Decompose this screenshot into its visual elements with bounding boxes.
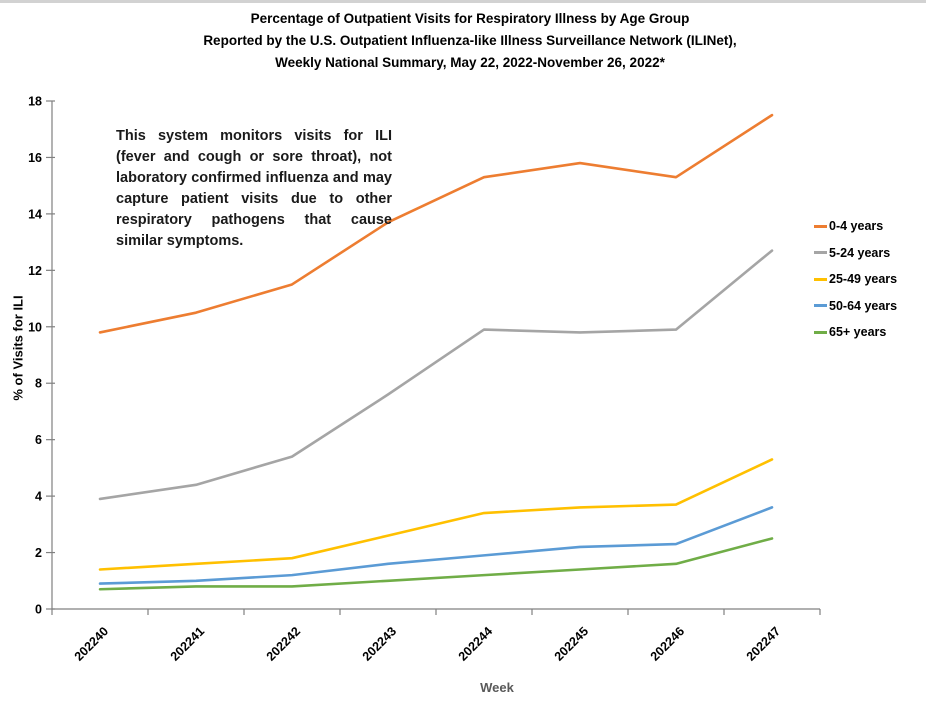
y-tick-label: 14 <box>28 207 42 221</box>
x-tick-label: 202242 <box>264 624 303 663</box>
legend-label: 50-64 years <box>829 298 898 313</box>
y-tick-label: 4 <box>35 490 42 504</box>
legend-line-swatch <box>814 251 827 255</box>
y-tick-label: 18 <box>28 95 42 109</box>
x-tick-label: 202245 <box>552 624 591 663</box>
window-top-edge <box>0 0 926 3</box>
y-tick-label: 0 <box>35 603 42 617</box>
legend-label: 5-24 years <box>829 245 891 260</box>
x-tick-label: 202240 <box>72 624 111 663</box>
chart-title: Percentage of Outpatient Visits for Resp… <box>14 8 926 74</box>
chart-title-line-2: Reported by the U.S. Outpatient Influenz… <box>203 33 737 48</box>
legend-label: 65+ years <box>829 325 887 340</box>
legend-item-50-64-years: 50-64 years <box>814 293 897 320</box>
y-axis-title: % of Visits for ILI <box>10 295 26 401</box>
chart-title-line-3: Weekly National Summary, May 22, 2022-No… <box>275 55 665 70</box>
legend: 0-4 years 5-24 years 25-49 years 50-64 year… <box>814 213 897 346</box>
x-tick-label: 202244 <box>456 624 495 663</box>
series-line-50-64-years <box>98 506 774 585</box>
annotation-note: This system monitors visits for ILI (fev… <box>116 128 392 249</box>
legend-line-swatch <box>814 330 827 334</box>
y-tick-label: 6 <box>35 433 42 447</box>
y-tick-label: 8 <box>35 377 42 391</box>
x-tick-label: 202241 <box>168 624 207 663</box>
x-axis-title: Week <box>480 680 514 695</box>
legend-label: 0-4 years <box>829 219 884 234</box>
x-tick-label: 202246 <box>648 624 687 663</box>
y-tick-label: 16 <box>28 151 42 165</box>
legend-item-25-49-years: 25-49 years <box>814 266 897 293</box>
legend-line-swatch <box>814 224 827 228</box>
legend-item-0-4-years: 0-4 years <box>814 213 897 240</box>
y-tick-label: 10 <box>28 320 42 334</box>
series-line-65plus-years <box>98 537 774 591</box>
series-line-0-4-years <box>98 113 774 334</box>
legend-item-65plus-years: 65+ years <box>814 319 897 346</box>
series-line-25-49-years <box>98 458 774 571</box>
y-tick-label: 2 <box>35 546 42 560</box>
x-tick-label: 202247 <box>744 624 783 663</box>
series-line-5-24-years <box>98 249 774 501</box>
y-tick-label: 12 <box>28 264 42 278</box>
legend-line-swatch <box>814 304 827 308</box>
chart-title-line-1: Percentage of Outpatient Visits for Resp… <box>250 11 690 26</box>
legend-line-swatch <box>814 277 827 281</box>
legend-label: 25-49 years <box>829 272 898 287</box>
x-tick-label: 202243 <box>360 624 399 663</box>
legend-item-5-24-years: 5-24 years <box>814 240 897 267</box>
